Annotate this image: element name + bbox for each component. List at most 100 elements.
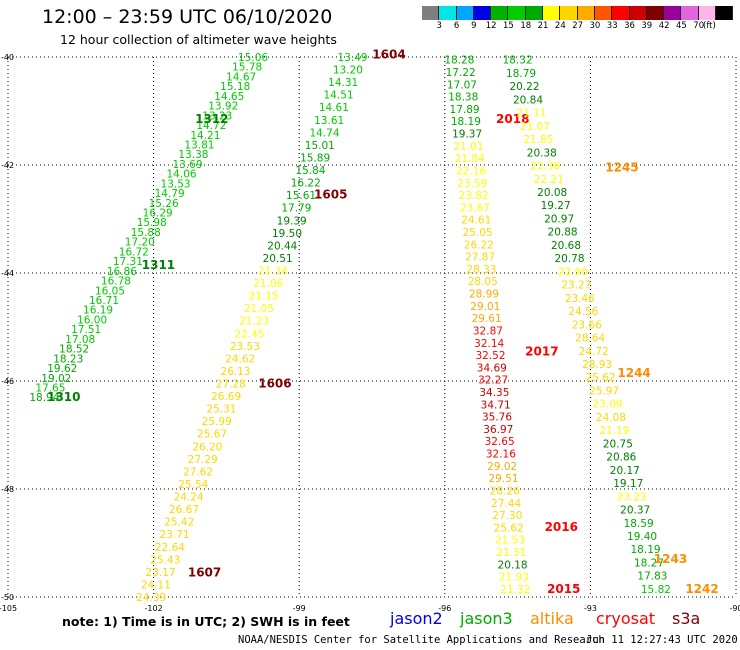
- wave-height-value: 16.72: [119, 246, 149, 258]
- pass-time-label: 2018: [496, 112, 529, 126]
- wave-height-value: 18.79: [506, 68, 536, 80]
- x-tick-label: -105: [0, 604, 17, 613]
- wave-height-value: 13.61: [314, 115, 344, 127]
- wave-height-value: 23.67: [460, 202, 490, 214]
- legend-entry-s3a: s3a: [672, 609, 701, 628]
- wave-height-value: 17.20: [125, 237, 155, 249]
- wave-height-value: 15.26: [149, 198, 179, 210]
- color-scale-label: 12: [485, 21, 497, 31]
- wave-height-value: 15.84: [295, 165, 325, 177]
- wave-height-value: 16.29: [143, 208, 173, 220]
- wave-height-value: 20.44: [267, 240, 297, 252]
- y-tick-label: -44: [1, 269, 14, 278]
- color-scale-label: 42: [658, 21, 670, 31]
- color-scale-label: 21: [537, 21, 549, 31]
- wave-height-value: 19.40: [627, 531, 657, 543]
- wave-height-value: 23.17: [146, 567, 176, 579]
- wave-height-value: 34.69: [477, 362, 507, 374]
- wave-height-value: 20.08: [537, 187, 567, 199]
- pass-time-label: 1245: [605, 161, 638, 175]
- pass-time-label: 2017: [525, 344, 558, 358]
- legend-entry-jason2: jason2: [390, 609, 443, 628]
- wave-height-value: 16.05: [95, 285, 125, 297]
- color-scale-swatch: [594, 6, 613, 20]
- wave-height-value: 32.27: [478, 375, 508, 387]
- wave-height-value: 18.32: [503, 55, 533, 67]
- wave-height-value: 17.79: [281, 203, 311, 215]
- color-scale-swatch: [612, 6, 630, 20]
- wave-height-value: 20.37: [620, 505, 650, 517]
- wave-height-value: 13.69: [172, 159, 202, 171]
- wave-height-value: 17.31: [113, 256, 143, 268]
- wave-height-value: 24.61: [461, 215, 491, 227]
- color-scale-label: 30: [589, 21, 601, 31]
- color-scale-swatch: [543, 6, 561, 20]
- wave-height-value: 17.51: [71, 324, 101, 336]
- wave-height-value: 25.31: [206, 404, 236, 416]
- color-scale-label: 6: [453, 21, 460, 31]
- wave-height-value: 28.05: [468, 276, 498, 288]
- wave-height-value: 22.36: [530, 161, 560, 173]
- wave-height-value: 28.64: [575, 333, 605, 345]
- wave-height-value: 22.90: [558, 266, 588, 278]
- wave-height-value: 18.38: [448, 92, 478, 104]
- wave-height-value: 25.97: [589, 385, 619, 397]
- wave-height-value: 25.67: [197, 429, 227, 441]
- wave-height-value: 21.93: [499, 572, 529, 584]
- wave-height-value: 17.65: [35, 382, 65, 394]
- wave-height-value: 26.69: [211, 391, 241, 403]
- wave-height-value: 15.98: [137, 217, 167, 229]
- footnote: note: 1) Time is in UTC; 2) SWH is in fe…: [62, 614, 350, 629]
- wave-height-value: 21.06: [253, 278, 283, 290]
- wave-height-value: 18.19: [451, 116, 481, 128]
- wave-height-value: 28.26: [490, 485, 520, 497]
- wave-height-value: 19.50: [272, 228, 302, 240]
- wave-height-value: 20.86: [606, 452, 636, 464]
- x-tick-label: -93: [584, 604, 597, 613]
- wave-height-value: 27.30: [492, 510, 522, 522]
- wave-height-value: 24.72: [579, 346, 609, 358]
- wave-height-value: 20.22: [509, 81, 539, 93]
- wave-height-value: 28.99: [469, 289, 499, 301]
- wave-height-value: 18.27: [634, 557, 664, 569]
- wave-height-value: 19.39: [277, 215, 307, 227]
- wave-height-value: 15.89: [300, 152, 330, 164]
- wave-height-value: 15.18: [220, 81, 250, 93]
- wave-height-value: 16.00: [77, 314, 107, 326]
- wave-height-value: 21.32: [500, 584, 530, 596]
- wave-height-value: 21.01: [453, 141, 483, 153]
- wave-height-value: 24.08: [596, 412, 626, 424]
- wave-height-value: 25.05: [463, 227, 493, 239]
- credit-line: NOAA/NESDIS Center for Satellite Applica…: [238, 634, 605, 646]
- wave-height-value: 20.75: [603, 438, 633, 450]
- wave-height-value: 25.54: [178, 479, 208, 491]
- wave-height-value: 18.94: [29, 392, 59, 404]
- wave-height-value: 13.20: [333, 65, 363, 77]
- wave-height-value: 26.13: [220, 366, 250, 378]
- wave-height-value: 35.76: [482, 412, 512, 424]
- color-scale-swatch: [716, 6, 734, 20]
- color-scale-label: 33: [606, 21, 618, 31]
- wave-height-value: 14.31: [328, 77, 358, 89]
- wave-height-value: 25.43: [150, 554, 180, 566]
- wave-height-value: 14.65: [214, 91, 244, 103]
- color-scale-swatch: [577, 6, 595, 20]
- x-tick-label: -96: [438, 604, 451, 613]
- color-scale-swatch: [491, 6, 509, 20]
- wave-height-value: 13.92: [208, 101, 238, 113]
- wave-height-value: 24.24: [174, 492, 204, 504]
- wave-height-value: 17.08: [65, 334, 95, 346]
- wave-height-value: 29.02: [487, 461, 517, 473]
- wave-height-value: 20.68: [551, 240, 581, 252]
- wave-height-value: 14.61: [319, 102, 349, 114]
- wave-height-value: 25.42: [164, 517, 194, 529]
- wave-height-value: 24.56: [568, 306, 598, 318]
- wave-height-value: 16.78: [101, 276, 131, 288]
- wave-height-value: 20.97: [544, 213, 574, 225]
- wave-height-value: 20.18: [498, 559, 528, 571]
- wave-height-value: 14.72: [196, 120, 226, 132]
- wave-height-value: 27.29: [188, 454, 218, 466]
- color-scale-label: 36: [624, 21, 635, 31]
- y-tick-label: -40: [1, 53, 14, 62]
- wave-height-value: 26.67: [169, 504, 199, 516]
